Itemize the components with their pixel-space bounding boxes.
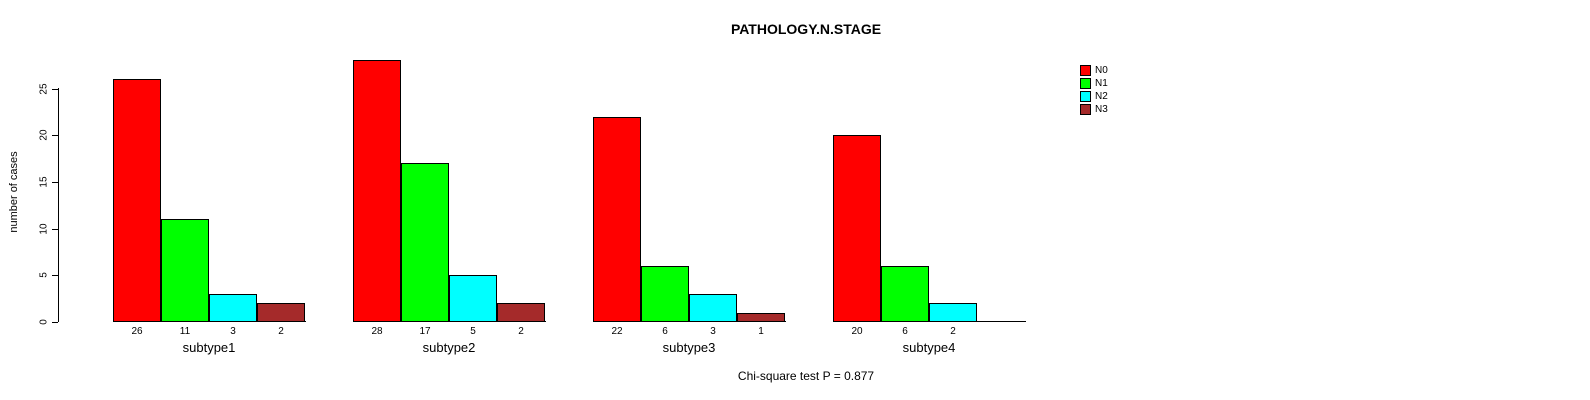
bar-subtype3-N2 (689, 294, 737, 322)
legend-label: N2 (1095, 91, 1108, 102)
bar-value-label: 6 (902, 326, 908, 337)
bar-subtype1-N3 (257, 303, 305, 322)
y-axis-line (58, 88, 59, 322)
bar-subtype1-N0 (113, 79, 161, 322)
bar-subtype1-N1 (161, 219, 209, 322)
y-axis-tick-label: 25 (38, 83, 50, 95)
bar-subtype2-N3 (497, 303, 545, 322)
bar-value-label: 1 (758, 326, 764, 337)
x-axis-category-label: subtype2 (422, 340, 476, 355)
y-axis-tick (52, 135, 58, 136)
legend-item: N2 (1080, 91, 1108, 102)
bar-value-label: 3 (710, 326, 716, 337)
y-axis-tick (52, 229, 58, 230)
bar-subtype4-N2 (929, 303, 977, 322)
y-axis-tick-label: 20 (38, 129, 50, 141)
legend-label: N1 (1095, 78, 1108, 89)
bar-subtype2-N0 (353, 60, 401, 322)
bar-value-label: 26 (131, 326, 143, 337)
bar-value-label: 2 (278, 326, 284, 337)
bar-subtype3-N1 (641, 266, 689, 322)
legend-item: N3 (1080, 104, 1108, 115)
bar-subtype4-N0 (833, 135, 881, 322)
bar-value-label: 17 (419, 326, 431, 337)
legend-item: N1 (1080, 78, 1108, 89)
legend-swatch-N3 (1080, 104, 1091, 115)
bar-subtype2-N1 (401, 163, 449, 322)
y-axis-tick (52, 275, 58, 276)
bar-value-label: 2 (950, 326, 956, 337)
bar-value-label: 28 (371, 326, 383, 337)
legend-swatch-N0 (1080, 65, 1091, 76)
legend-swatch-N2 (1080, 91, 1091, 102)
y-axis-tick (52, 89, 58, 90)
legend-swatch-N1 (1080, 78, 1091, 89)
y-axis-tick (52, 322, 58, 323)
bar-value-label: 20 (851, 326, 863, 337)
bar-value-label: 2 (518, 326, 524, 337)
y-axis-tick-label: 10 (38, 223, 50, 235)
y-axis-tick (52, 182, 58, 183)
bar-value-label: 3 (230, 326, 236, 337)
x-axis-category-label: subtype3 (662, 340, 716, 355)
bar-subtype3-N3 (737, 313, 785, 322)
bar-value-label: 6 (662, 326, 668, 337)
chart-title: PATHOLOGY.N.STAGE (730, 21, 882, 37)
bar-subtype3-N0 (593, 117, 641, 322)
x-axis-category-label: subtype1 (182, 340, 236, 355)
legend-label: N0 (1095, 65, 1108, 76)
legend-label: N3 (1095, 104, 1108, 115)
bar-value-label: 11 (179, 326, 191, 337)
y-axis-tick-label: 15 (38, 176, 50, 188)
legend: N0 N1 N2 N3 (1080, 65, 1108, 117)
bar-subtype4-N1 (881, 266, 929, 322)
bar-subtype2-N2 (449, 275, 497, 322)
y-axis-title: number of cases (8, 151, 20, 233)
bar-subtype1-N2 (209, 294, 257, 322)
bar-value-label: 5 (470, 326, 476, 337)
x-axis-category-label: subtype4 (902, 340, 956, 355)
bar-value-label: 22 (611, 326, 623, 337)
chi-square-note: Chi-square test P = 0.877 (737, 369, 875, 383)
legend-item: N0 (1080, 65, 1108, 76)
y-axis-tick-label: 0 (38, 319, 50, 325)
y-axis-tick-label: 5 (38, 272, 50, 278)
